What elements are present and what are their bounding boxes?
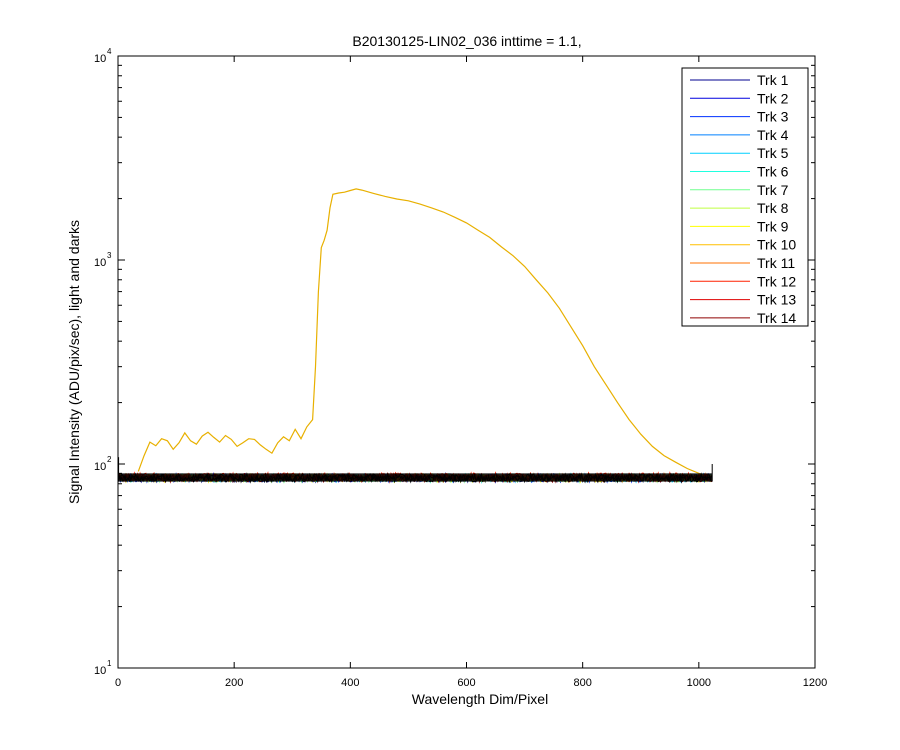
legend-label: Trk 11 xyxy=(757,255,795,271)
legend-label: Trk 9 xyxy=(757,218,789,234)
legend-items: Trk 1 Trk 2 Trk 3 Trk 4 Trk 5 Trk 6 Trk 7 Trk 8… xyxy=(690,72,796,326)
y-tick-label-base: 10 xyxy=(94,53,106,65)
legend-label: Trk 5 xyxy=(757,145,789,161)
series-line-trk-11-light xyxy=(137,188,711,478)
x-tick-label: 1200 xyxy=(803,677,827,689)
legend-label: Trk 14 xyxy=(757,310,796,326)
x-tick-label: 200 xyxy=(225,677,243,689)
series-dark-fill xyxy=(118,473,713,482)
legend-label: Trk 3 xyxy=(757,109,789,125)
x-tick-label: 1000 xyxy=(687,677,711,689)
y-tick-label-exp: 2 xyxy=(107,455,112,464)
legend-label: Trk 7 xyxy=(757,182,789,198)
y-tick-label-exp: 3 xyxy=(107,251,112,260)
series-layer xyxy=(117,188,713,484)
y-tick-label-exp: 4 xyxy=(107,47,112,56)
y-tick-label-exp: 1 xyxy=(107,659,112,668)
x-axis-label: Wavelength Dim/Pixel xyxy=(412,691,548,707)
legend-label: Trk 10 xyxy=(757,237,796,253)
y-axis-label: Signal Intensity (ADU/pix/sec), light an… xyxy=(66,220,82,504)
y-tick-label-base: 10 xyxy=(94,665,106,677)
legend-label: Trk 2 xyxy=(757,90,789,106)
legend-box xyxy=(681,67,809,327)
chart-title: B20130125-LIN02_036 inttime = 1.1, xyxy=(352,33,581,49)
y-tick-label-base: 10 xyxy=(94,257,106,269)
legend-label: Trk 8 xyxy=(757,200,789,216)
y-tick-label-base: 10 xyxy=(94,461,106,473)
x-tick-label: 0 xyxy=(115,677,121,689)
legend-label: Trk 4 xyxy=(757,127,789,143)
legend-label: Trk 13 xyxy=(757,292,796,308)
legend: Trk 1 Trk 2 Trk 3 Trk 4 Trk 5 Trk 6 Trk 7 Trk 8… xyxy=(681,67,809,327)
legend-label: Trk 1 xyxy=(757,72,789,88)
legend-label: Trk 12 xyxy=(757,273,796,289)
x-tick-label: 400 xyxy=(341,677,359,689)
legend-label: Trk 6 xyxy=(757,164,789,180)
x-tick-label: 800 xyxy=(573,677,591,689)
x-tick-label: 600 xyxy=(457,677,475,689)
